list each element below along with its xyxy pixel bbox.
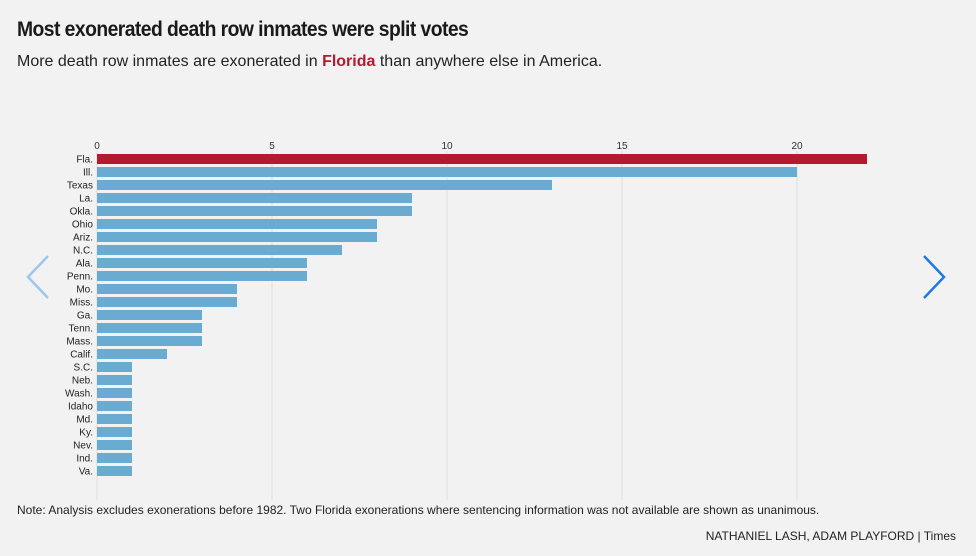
category-label-mo: Mo. <box>76 285 93 296</box>
bar-miss <box>97 297 237 307</box>
category-label-idaho: Idaho <box>68 402 93 413</box>
bar-ariz <box>97 232 377 242</box>
bar-nev <box>97 440 132 450</box>
bar-n-c <box>97 245 342 255</box>
category-label-ala: Ala. <box>76 259 93 270</box>
x-tick-label-0: 0 <box>94 141 100 152</box>
bar-mo <box>97 284 237 294</box>
chart-credit: NATHANIEL LASH, ADAM PLAYFORD | Times <box>705 529 956 543</box>
bar-idaho <box>97 401 132 411</box>
subtitle-text-before: More death row inmates are exonerated in <box>17 53 323 70</box>
x-tick-label-10: 10 <box>441 141 453 152</box>
bar-neb <box>97 375 132 385</box>
bar-texas <box>97 180 552 190</box>
bar-ill <box>97 167 797 177</box>
chevron-right-icon[interactable] <box>919 254 949 300</box>
bar-ky <box>97 427 132 437</box>
category-label-ga: Ga. <box>77 311 93 322</box>
subtitle-text-after: than anywhere else in America. <box>375 53 603 70</box>
category-label-ohio: Ohio <box>72 220 94 231</box>
bar-fla <box>97 154 867 164</box>
category-label-n-c: N.C. <box>73 246 93 257</box>
category-label-ill: Ill. <box>83 168 93 179</box>
category-label-texas: Texas <box>67 181 93 192</box>
category-label-fla: Fla. <box>76 155 93 166</box>
bar-tenn <box>97 323 202 333</box>
category-label-ky: Ky. <box>79 428 93 439</box>
x-tick-label-5: 5 <box>269 141 275 152</box>
bar-ga <box>97 310 202 320</box>
bar-wash <box>97 388 132 398</box>
bar-va <box>97 466 132 476</box>
bar-okla <box>97 206 412 216</box>
bar-calif <box>97 349 167 359</box>
category-label-va: Va. <box>79 467 93 478</box>
category-label-ariz: Ariz. <box>73 233 93 244</box>
category-label-ind: Ind. <box>76 454 93 465</box>
category-label-md: Md. <box>76 415 93 426</box>
bar-penn <box>97 271 307 281</box>
category-label-s-c: S.C. <box>74 363 93 374</box>
bar-s-c <box>97 362 132 372</box>
category-label-la: La. <box>79 194 93 205</box>
category-label-mass: Mass. <box>66 337 93 348</box>
bar-ohio <box>97 219 377 229</box>
chart-note: Note: Analysis excludes exonerations bef… <box>17 503 820 517</box>
chart-title: Most exonerated death row inmates were s… <box>17 18 469 41</box>
category-label-nev: Nev. <box>73 441 93 452</box>
x-tick-label-20: 20 <box>791 141 803 152</box>
chart-subtitle: More death row inmates are exonerated in… <box>17 53 602 71</box>
x-tick-label-15: 15 <box>616 141 628 152</box>
category-label-tenn: Tenn. <box>69 324 93 335</box>
category-label-neb: Neb. <box>72 376 93 387</box>
bar-la <box>97 193 412 203</box>
category-label-wash: Wash. <box>65 389 93 400</box>
bar-md <box>97 414 132 424</box>
category-label-calif: Calif. <box>70 350 93 361</box>
category-label-penn: Penn. <box>67 272 93 283</box>
category-label-okla: Okla. <box>70 207 93 218</box>
bar-ala <box>97 258 307 268</box>
subtitle-highlight: Florida <box>322 53 376 70</box>
bar-ind <box>97 453 132 463</box>
category-label-miss: Miss. <box>70 298 93 309</box>
bar-mass <box>97 336 202 346</box>
chevron-left-icon[interactable] <box>24 254 54 300</box>
